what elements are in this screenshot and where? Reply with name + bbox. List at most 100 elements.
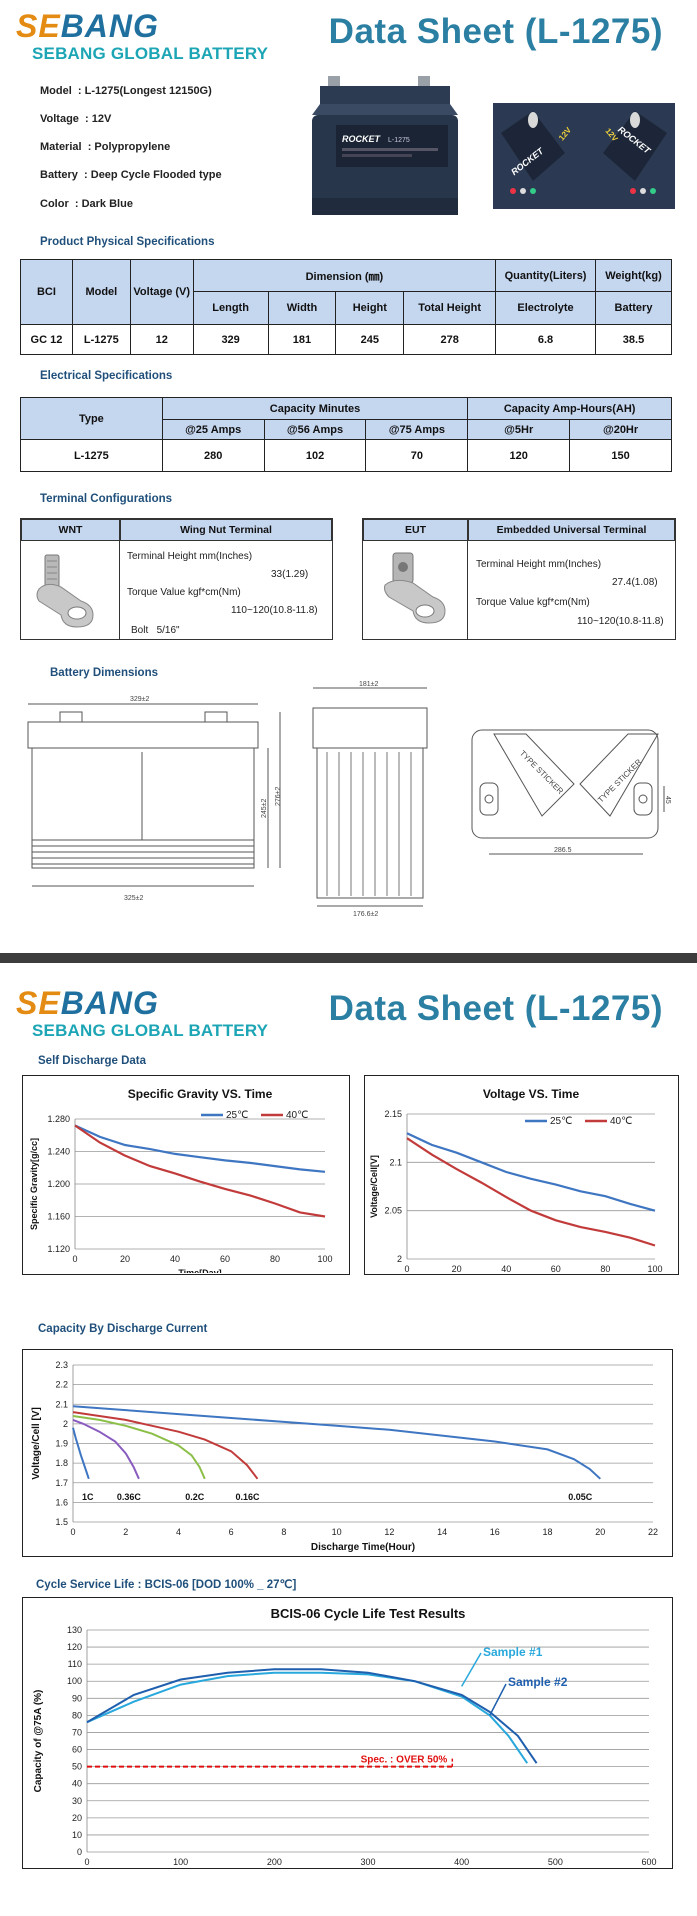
y-tick-label: 50 <box>72 1762 82 1772</box>
curve-label: 1C <box>82 1492 94 1502</box>
top-height-dim: 45 <box>664 796 671 804</box>
y-tick-label: 1.240 <box>47 1147 70 1157</box>
series-line-4 <box>72 1405 601 1480</box>
y-tick-label: 110 <box>68 1659 82 1669</box>
legend-label: 25℃ <box>550 1116 572 1127</box>
y-tick-label: 120 <box>67 1642 82 1652</box>
front-view-drawing: 329±2 325±2 245±2 276±2 <box>20 690 290 915</box>
y-tick-label: 1.9 <box>55 1439 68 1449</box>
battery-top-photo: ROCKET ROCKET 12V 12V <box>493 103 675 209</box>
y-tick-label: 1.7 <box>55 1478 68 1488</box>
chart-title: Specific Gravity VS. Time <box>128 1087 273 1101</box>
cell-bci: GC 12 <box>20 324 73 355</box>
x-tick-label: 40 <box>501 1264 511 1273</box>
specific-gravity-chart: 1.120 1.160 1.200 1.240 1.280 0 20 40 60 80 100 Spe… <box>22 1075 350 1278</box>
y-tick-label: 70 <box>72 1727 82 1737</box>
wnt-bolt: Bolt 5/16" <box>131 625 180 636</box>
x-tick-label: 6 <box>229 1527 234 1537</box>
self-discharge-section-title: Self Discharge Data <box>38 1055 147 1067</box>
x-tick-label: 2 <box>123 1527 128 1537</box>
wnt-torque-value: 110~120(10.8-11.8) <box>231 605 318 616</box>
header-model: Model <box>71 259 131 325</box>
battery-brand-label: ROCKET <box>342 134 382 144</box>
cycle-life-svg: 0 10 20 30 40 50 60 70 80 90 100 110 120 130 0 100 200 30… <box>33 1606 657 1879</box>
physical-spec-table: BCI Model Voltage (V) Dimension (㎜) Quan… <box>20 259 672 355</box>
header-weight: Weight(kg) <box>595 259 672 292</box>
series-callout-arrow <box>489 1683 507 1716</box>
header-quantity: Quantity(Liters) <box>495 259 596 292</box>
header-5hr: @5Hr <box>467 419 571 440</box>
wnt-name: Wing Nut Terminal <box>120 519 332 541</box>
y-tick-label: 2.05 <box>384 1206 402 1216</box>
y-tick-label: 40 <box>72 1779 82 1789</box>
chart-title: Voltage VS. Time <box>483 1087 580 1101</box>
cell-20hr: 150 <box>569 439 672 472</box>
x-tick-label: 100 <box>173 1857 188 1867</box>
y-axis-label: Voltage/Cell [V] <box>31 1407 42 1480</box>
y-tick-label: 90 <box>72 1693 82 1703</box>
header-voltage: Voltage (V) <box>129 259 194 325</box>
sebang-logo: SEBANG SEBANG GLOBAL BATTERY <box>16 8 268 68</box>
header-width: Width <box>267 291 337 325</box>
x-tick-label: 200 <box>267 1857 282 1867</box>
y-tick-label: 2.2 <box>55 1380 68 1390</box>
cell-56-amps: 102 <box>263 439 367 472</box>
wnt-height-label: Terminal Height mm(Inches) <box>127 551 253 562</box>
x-tick-label: 20 <box>452 1264 462 1273</box>
specific-gravity-svg: 1.120 1.160 1.200 1.240 1.280 0 20 40 60 80 100 Spe… <box>29 1087 333 1278</box>
wing-nut-terminal-icon <box>21 541 120 639</box>
header-dimension: Dimension (㎜) <box>192 259 497 292</box>
cycle-life-chart: 0 10 20 30 40 50 60 70 80 90 100 110 120 130 0 100 200 30… <box>22 1597 673 1879</box>
voltage-time-chart: 2 2.05 2.1 2.15 0 20 40 60 80 100 Voltage VS. Time… <box>364 1075 679 1287</box>
header-capacity-ah: Capacity Amp-Hours(AH) <box>467 397 672 420</box>
eut-torque-value: 110~120(10.8-11.8) <box>577 616 664 627</box>
x-tick-label: 14 <box>437 1527 447 1537</box>
eut-terminal-box: EUT Embedded Universal Terminal Terminal… <box>362 518 676 640</box>
embedded-terminal-icon <box>363 541 468 639</box>
terminal-section-title: Terminal Configurations <box>40 493 173 505</box>
series-line-1 <box>74 1124 326 1218</box>
y-tick-label: 60 <box>72 1745 82 1755</box>
series-line-0 <box>406 1132 656 1212</box>
spec-model: Model : L-1275(Longest 12150G) <box>40 85 212 97</box>
y-axis-label: Capacity of @75A (%) <box>33 1690 44 1793</box>
cell-total-height: 278 <box>403 324 497 355</box>
y-tick-label: 1.5 <box>55 1517 68 1527</box>
x-tick-label: 80 <box>270 1254 280 1264</box>
battery-model-label: L-1275 <box>388 137 410 144</box>
top-voltage-left: 12V <box>557 125 573 142</box>
eut-code: EUT <box>363 519 468 541</box>
header-electrolyte: Electrolyte <box>495 291 596 325</box>
physical-section-title: Product Physical Specifications <box>40 236 215 248</box>
x-tick-label: 400 <box>454 1857 469 1867</box>
voltage-time-svg: 2 2.05 2.1 2.15 0 20 40 60 80 100 Voltage VS. Time… <box>369 1087 663 1287</box>
side-view-drawing: 181±2 176.6±2 <box>307 678 437 918</box>
sticker-label-left: TYPE STICKER <box>518 749 565 796</box>
legend-label: 40℃ <box>610 1116 632 1127</box>
page-two: SEBANG SEBANG GLOBAL BATTERY Data Sheet … <box>0 963 697 1916</box>
series-line-1 <box>72 1418 140 1480</box>
series-line-1 <box>406 1137 656 1247</box>
y-tick-label: 2 <box>63 1419 68 1429</box>
header-bci: BCI <box>20 259 73 325</box>
page-one: SEBANG SEBANG GLOBAL BATTERY Data Sheet … <box>16 8 676 918</box>
x-axis-label: Discharge Time(Hour) <box>311 1542 415 1553</box>
discharge-current-svg: 1.5 1.6 1.7 1.8 1.9 2 2.1 2.2 2.3 0 2 4 6 8 10 12 14 16 18… <box>31 1360 658 1553</box>
y-tick-label: 30 <box>72 1796 82 1806</box>
spec-battery-type: Battery : Deep Cycle Flooded type <box>40 169 222 181</box>
series-line-0 <box>74 1124 326 1173</box>
curve-label: 0.2C <box>185 1492 205 1502</box>
battery-front-photo: ROCKET L-1275 <box>300 70 465 225</box>
top-width-dim: 286.5 <box>554 847 572 854</box>
header-type: Type <box>20 397 163 440</box>
cell-type: L-1275 <box>20 439 163 472</box>
electrical-spec-table: Type Capacity Minutes Capacity Amp-Hours… <box>20 397 672 472</box>
wnt-terminal-box: WNT Wing Nut Terminal Terminal Height mm… <box>20 518 333 640</box>
y-tick-label: 1.120 <box>47 1244 70 1254</box>
x-tick-label: 4 <box>176 1527 181 1537</box>
x-tick-label: 8 <box>281 1527 286 1537</box>
x-tick-label: 0 <box>404 1264 409 1273</box>
header-total-height: Total Height <box>403 291 497 325</box>
front-total-height-dim: 276±2 <box>275 786 282 806</box>
curve-label: 0.36C <box>117 1492 142 1502</box>
